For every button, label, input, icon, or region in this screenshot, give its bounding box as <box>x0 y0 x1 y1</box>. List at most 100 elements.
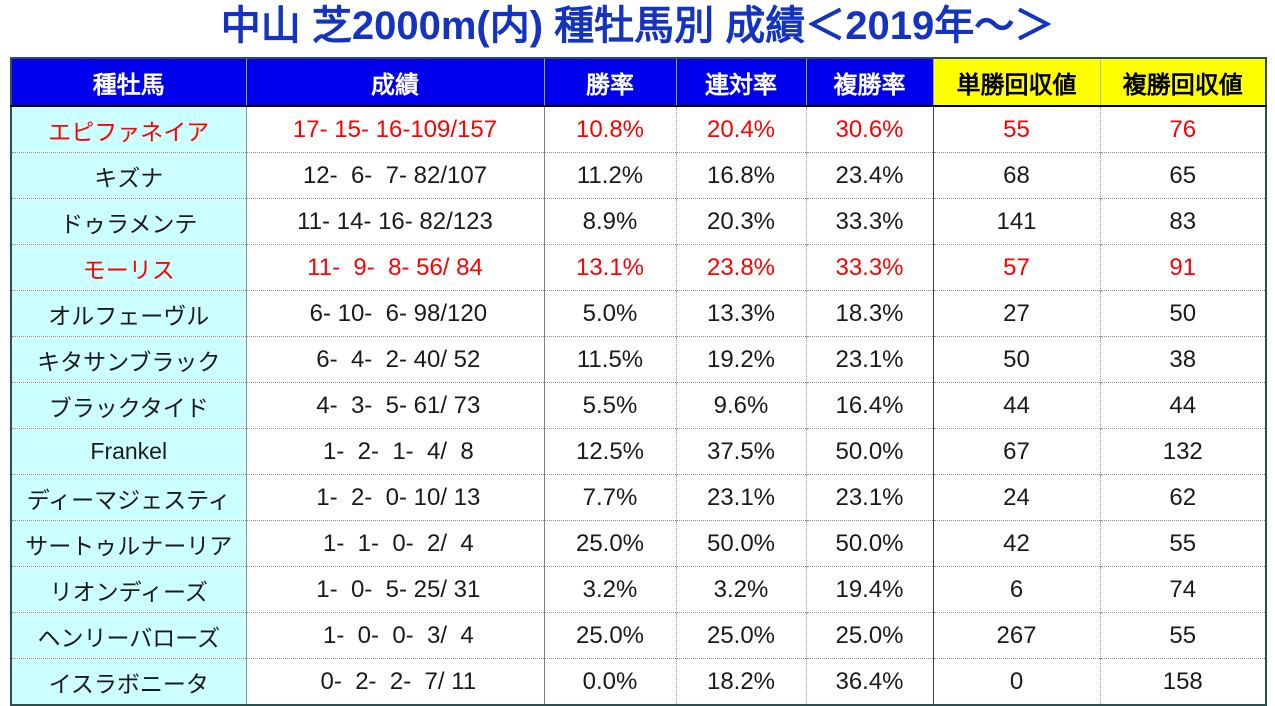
sire-stats-table: 種牡馬 成績 勝率 連対率 複勝率 単勝回収値 複勝回収値 エピファネイア 17… <box>10 57 1267 706</box>
table-row: ブラックタイド 4- 3- 5- 61/ 73 5.5% 9.6% 16.4% … <box>11 382 1266 429</box>
cell-show-payback: 38 <box>1099 336 1266 383</box>
cell-quinella-rate: 23.8% <box>675 244 806 291</box>
cell-show-rate: 19.4% <box>805 566 933 613</box>
cell-show-rate: 23.4% <box>805 152 933 199</box>
cell-quinella-rate: 50.0% <box>675 520 806 567</box>
table-row: ドゥラメンテ 11- 14- 16- 82/123 8.9% 20.3% 33.… <box>11 198 1266 245</box>
table-row: イスラボニータ 0- 2- 2- 7/ 11 0.0% 18.2% 36.4% … <box>11 658 1266 705</box>
cell-record: 1- 0- 0- 3/ 4 <box>245 612 544 659</box>
cell-record: 4- 3- 5- 61/ 73 <box>245 382 544 429</box>
cell-win-payback: 24 <box>932 474 1100 521</box>
cell-sire: ブラックタイド <box>11 382 246 429</box>
cell-show-rate: 18.3% <box>805 290 933 337</box>
cell-show-rate: 25.0% <box>805 612 933 659</box>
cell-show-rate: 50.0% <box>805 520 933 567</box>
cell-win-rate: 12.5% <box>543 428 676 475</box>
cell-quinella-rate: 18.2% <box>675 658 806 705</box>
cell-win-payback: 57 <box>932 244 1100 291</box>
cell-quinella-rate: 9.6% <box>675 382 806 429</box>
cell-show-rate: 33.3% <box>805 198 933 245</box>
table-row: サートゥルナーリア 1- 1- 0- 2/ 4 25.0% 50.0% 50.0… <box>11 520 1266 567</box>
cell-record: 6- 10- 6- 98/120 <box>245 290 544 337</box>
cell-sire: イスラボニータ <box>11 658 246 705</box>
cell-sire: リオンディーズ <box>11 566 246 613</box>
cell-win-rate: 5.5% <box>543 382 676 429</box>
cell-win-payback: 44 <box>932 382 1100 429</box>
cell-win-rate: 25.0% <box>543 612 676 659</box>
cell-quinella-rate: 20.4% <box>675 106 806 153</box>
cell-win-payback: 67 <box>932 428 1100 475</box>
col-header-record: 成績 <box>245 58 544 107</box>
table-row: リオンディーズ 1- 0- 5- 25/ 31 3.2% 3.2% 19.4% … <box>11 566 1266 613</box>
cell-sire: ヘンリーバローズ <box>11 612 246 659</box>
cell-win-payback: 27 <box>932 290 1100 337</box>
cell-record: 1- 1- 0- 2/ 4 <box>245 520 544 567</box>
col-header-show-rate: 複勝率 <box>805 58 933 107</box>
cell-win-payback: 68 <box>932 152 1100 199</box>
cell-show-payback: 65 <box>1099 152 1266 199</box>
cell-quinella-rate: 3.2% <box>675 566 806 613</box>
cell-win-rate: 13.1% <box>543 244 676 291</box>
table-row: Frankel 1- 2- 1- 4/ 8 12.5% 37.5% 50.0% … <box>11 428 1266 475</box>
cell-show-rate: 36.4% <box>805 658 933 705</box>
cell-win-rate: 10.8% <box>543 106 676 153</box>
cell-show-rate: 23.1% <box>805 336 933 383</box>
cell-record: 1- 0- 5- 25/ 31 <box>245 566 544 613</box>
cell-quinella-rate: 16.8% <box>675 152 806 199</box>
table-row: キズナ 12- 6- 7- 82/107 11.2% 16.8% 23.4% 6… <box>11 152 1266 199</box>
cell-show-rate: 50.0% <box>805 428 933 475</box>
cell-sire: Frankel <box>11 428 246 475</box>
cell-show-payback: 55 <box>1099 612 1266 659</box>
col-header-quinella-rate: 連対率 <box>675 58 806 107</box>
cell-show-payback: 132 <box>1099 428 1266 475</box>
cell-sire: ディーマジェスティ <box>11 474 246 521</box>
cell-quinella-rate: 25.0% <box>675 612 806 659</box>
cell-win-payback: 141 <box>932 198 1100 245</box>
cell-quinella-rate: 37.5% <box>675 428 806 475</box>
cell-show-payback: 76 <box>1099 106 1266 153</box>
cell-show-payback: 50 <box>1099 290 1266 337</box>
cell-sire: サートゥルナーリア <box>11 520 246 567</box>
cell-record: 1- 2- 1- 4/ 8 <box>245 428 544 475</box>
cell-show-rate: 30.6% <box>805 106 933 153</box>
table-header-row: 種牡馬 成績 勝率 連対率 複勝率 単勝回収値 複勝回収値 <box>11 58 1266 107</box>
cell-sire: キタサンブラック <box>11 336 246 383</box>
cell-win-payback: 6 <box>932 566 1100 613</box>
cell-sire: モーリス <box>11 244 246 291</box>
cell-record: 1- 2- 0- 10/ 13 <box>245 474 544 521</box>
cell-win-rate: 11.5% <box>543 336 676 383</box>
cell-quinella-rate: 19.2% <box>675 336 806 383</box>
cell-show-payback: 83 <box>1099 198 1266 245</box>
cell-show-payback: 91 <box>1099 244 1266 291</box>
cell-win-rate: 8.9% <box>543 198 676 245</box>
cell-quinella-rate: 13.3% <box>675 290 806 337</box>
cell-win-payback: 267 <box>932 612 1100 659</box>
cell-show-rate: 23.1% <box>805 474 933 521</box>
cell-show-rate: 33.3% <box>805 244 933 291</box>
col-header-win-payback: 単勝回収値 <box>932 58 1100 107</box>
cell-show-payback: 44 <box>1099 382 1266 429</box>
page-title: 中山 芝2000m(内) 種牡馬別 成績＜2019年～＞ <box>220 4 1055 48</box>
cell-win-rate: 5.0% <box>543 290 676 337</box>
cell-win-rate: 25.0% <box>543 520 676 567</box>
table-row: オルフェーヴル 6- 10- 6- 98/120 5.0% 13.3% 18.3… <box>11 290 1266 337</box>
table-row: キタサンブラック 6- 4- 2- 40/ 52 11.5% 19.2% 23.… <box>11 336 1266 383</box>
cell-win-payback: 50 <box>932 336 1100 383</box>
table-row: ディーマジェスティ 1- 2- 0- 10/ 13 7.7% 23.1% 23.… <box>11 474 1266 521</box>
cell-sire: キズナ <box>11 152 246 199</box>
cell-show-payback: 55 <box>1099 520 1266 567</box>
cell-win-payback: 55 <box>932 106 1100 153</box>
cell-win-rate: 0.0% <box>543 658 676 705</box>
cell-record: 12- 6- 7- 82/107 <box>245 152 544 199</box>
cell-sire: オルフェーヴル <box>11 290 246 337</box>
cell-show-rate: 16.4% <box>805 382 933 429</box>
cell-sire: エピファネイア <box>11 106 246 153</box>
cell-sire: ドゥラメンテ <box>11 198 246 245</box>
cell-win-payback: 42 <box>932 520 1100 567</box>
cell-win-rate: 7.7% <box>543 474 676 521</box>
cell-win-rate: 3.2% <box>543 566 676 613</box>
cell-show-payback: 62 <box>1099 474 1266 521</box>
col-header-win-rate: 勝率 <box>543 58 676 107</box>
cell-record: 11- 14- 16- 82/123 <box>245 198 544 245</box>
cell-win-payback: 0 <box>932 658 1100 705</box>
